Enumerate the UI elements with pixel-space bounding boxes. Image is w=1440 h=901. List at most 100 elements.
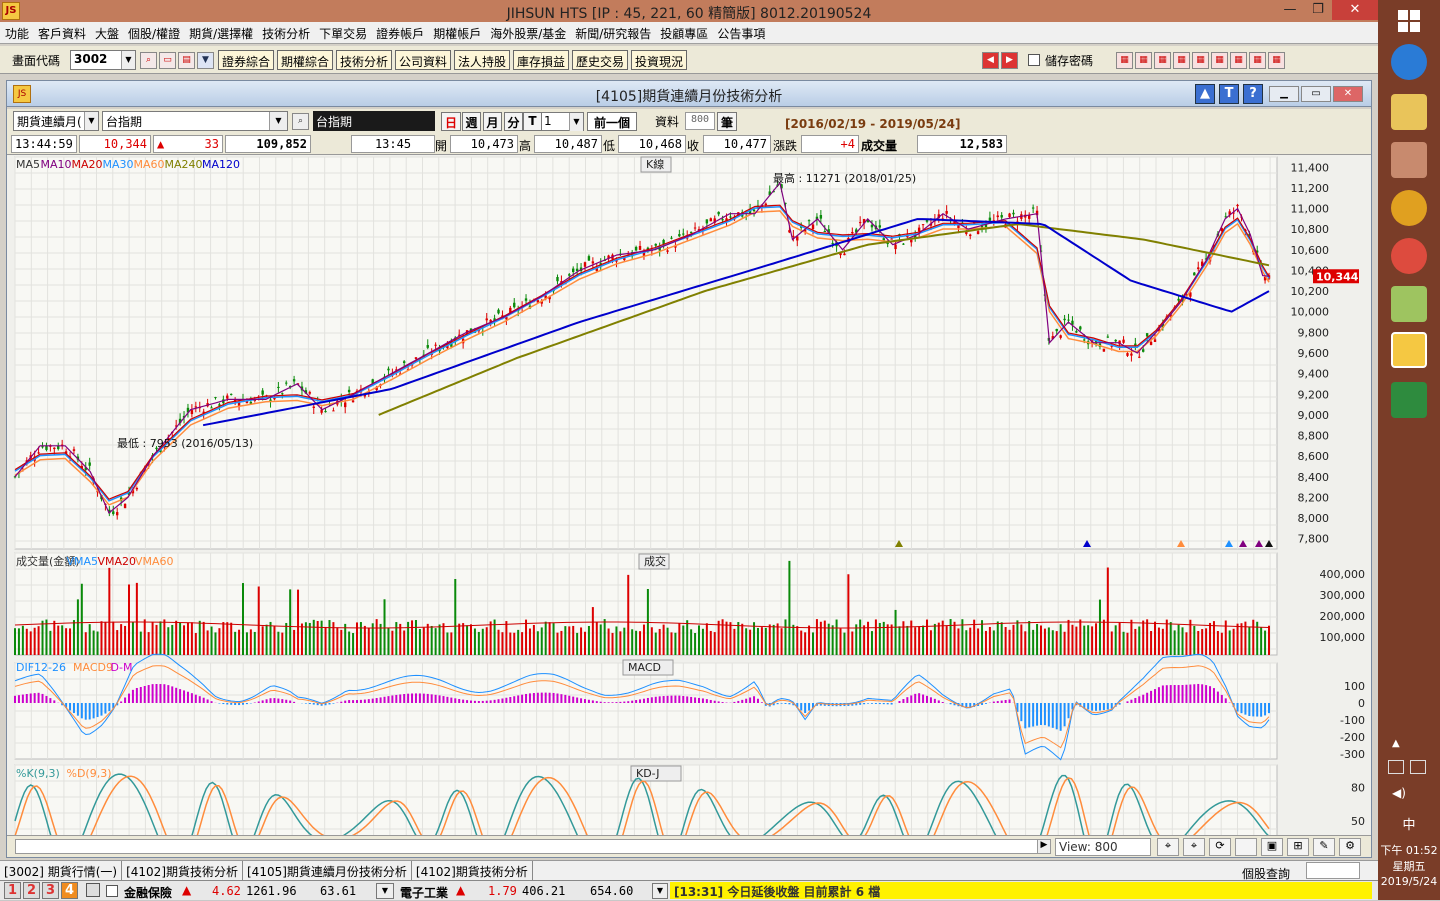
save-password-checkbox[interactable] (1028, 54, 1040, 66)
menu-item-8[interactable]: 期權帳戶 (433, 27, 482, 41)
tool-icon-5[interactable]: ▦ (1211, 52, 1228, 69)
menu-item-9[interactable]: 海外股票/基金 (490, 27, 567, 41)
inner-close-button[interactable]: ✕ (1333, 86, 1363, 102)
tool-icon-4[interactable]: ▦ (1192, 52, 1209, 69)
index2-dropdown[interactable]: ▼ (652, 883, 668, 899)
toolbar-button-5[interactable]: 庫存損益 (513, 50, 570, 70)
tool-icon-7[interactable]: ▦ (1249, 52, 1266, 69)
chart-svg[interactable]: 11,40011,20011,00010,80010,60010,40010,2… (7, 155, 1371, 835)
notes-icon[interactable] (1391, 286, 1427, 322)
panel-1[interactable] (14, 552, 1278, 656)
window-tab-1[interactable]: [4102]期貨技術分析 (122, 861, 243, 882)
toolbar-button-7[interactable]: 投資現況 (631, 50, 688, 70)
panel-0[interactable] (14, 156, 1278, 550)
page-button-4[interactable]: 4 (61, 882, 78, 899)
symbol-select[interactable]: 台指期 ▼ (102, 111, 288, 131)
menu-item-11[interactable]: 投顧專區 (660, 27, 709, 41)
toolbar-button-0[interactable]: 證券綜合 (218, 50, 275, 70)
ie-icon[interactable] (1391, 44, 1427, 80)
window-tab-2[interactable]: [4105]期貨連續月份技術分析 (243, 861, 412, 882)
period-button-3[interactable]: 分 (504, 112, 523, 131)
stock-query-input[interactable] (1306, 862, 1360, 879)
nav-tool-icon-6[interactable]: ✎ (1313, 838, 1335, 856)
toolbar-button-1[interactable]: 期權綜合 (277, 50, 334, 70)
period-button-0[interactable]: 日 (441, 112, 461, 131)
nav-tool-icon-1[interactable]: ⌖ (1183, 838, 1205, 856)
status-checkbox[interactable] (106, 885, 118, 897)
menu-item-1[interactable]: 客戶資料 (38, 27, 87, 41)
minimize-button[interactable]: — (1283, 2, 1297, 17)
menu-item-7[interactable]: 證券帳戶 (376, 27, 425, 41)
period-button-2[interactable]: 月 (483, 112, 502, 131)
menu-item-0[interactable]: 功能 (5, 27, 30, 41)
volume-icon[interactable]: ◀) (1392, 786, 1406, 800)
search-icon[interactable]: ⌕ (140, 52, 157, 69)
page-button-1[interactable]: 1 (4, 882, 21, 899)
toolbar-button-4[interactable]: 法人持股 (454, 50, 511, 70)
news-ticker[interactable]: [13:31] 今日延後收盤 目前累計 6 檔 (670, 882, 1372, 899)
inner-minimize-button[interactable]: ▁ (1269, 86, 1299, 102)
toolbar-button-3[interactable]: 公司資料 (395, 50, 452, 70)
tool-icon-8[interactable]: ▦ (1268, 52, 1285, 69)
back-icon[interactable]: ◀ (982, 52, 999, 69)
text-icon[interactable]: T (1219, 84, 1239, 104)
nav-tool-icon-4[interactable]: ▣ (1261, 838, 1283, 856)
tray-mail-icon[interactable] (1388, 760, 1404, 774)
toolbar-button-2[interactable]: 技術分析 (336, 50, 393, 70)
code-input[interactable]: 3002 ▼ (70, 50, 136, 70)
page-button-2[interactable]: 2 (23, 882, 40, 899)
menu-item-10[interactable]: 新聞/研究報告 (575, 27, 652, 41)
move-up-icon[interactable]: ▲ (1195, 84, 1215, 104)
file-explorer-icon[interactable] (1391, 94, 1427, 130)
view-field[interactable]: View: 800 (1055, 838, 1151, 856)
chart-scrollbar[interactable] (15, 839, 1045, 854)
window-tab-0[interactable]: [3002] 期貨行情(一) (0, 861, 123, 882)
data-count-input[interactable]: 800 (685, 112, 715, 130)
menu-item-5[interactable]: 技術分析 (262, 27, 311, 41)
close-button[interactable]: ✕ (1332, 0, 1378, 20)
lock-icon[interactable] (86, 883, 100, 897)
clock-time[interactable]: 下午 01:52 (1380, 844, 1438, 857)
nav-tool-icon-0[interactable]: ⌖ (1157, 838, 1179, 856)
nav-tool-icon-2[interactable]: ⟳ (1209, 838, 1231, 856)
tool-icon-2[interactable]: ▦ (1154, 52, 1171, 69)
tray-network-icon[interactable] (1410, 760, 1426, 774)
chart-area[interactable]: 11,400 11,200 11,000 10,800 10,600 10,400 10,2… (7, 155, 1371, 835)
page-button-3[interactable]: 3 (42, 882, 59, 899)
tray-up-icon[interactable]: ▲ (1392, 738, 1400, 749)
nav-tool-icon-5[interactable]: ⊞ (1287, 838, 1309, 856)
ime-indicator[interactable]: 中 (1402, 818, 1416, 833)
prev-button[interactable]: 前一個 (587, 112, 637, 131)
scroll-right-icon[interactable]: ▶ (1037, 839, 1051, 854)
period-count[interactable]: 1 ▼ (540, 112, 584, 131)
paint-icon[interactable] (1391, 142, 1427, 178)
crown-icon[interactable] (1391, 190, 1427, 226)
forward-icon[interactable]: ▶ (1001, 52, 1018, 69)
jihsun-icon[interactable] (1391, 332, 1427, 368)
nav-tool-icon-7[interactable]: ⚙ (1339, 838, 1361, 856)
menu-item-2[interactable]: 大盤 (95, 27, 120, 41)
chrome-icon[interactable] (1391, 238, 1427, 274)
tool-icon-3[interactable]: ▦ (1173, 52, 1190, 69)
tool-icon-1[interactable]: ▦ (1135, 52, 1152, 69)
menu-item-6[interactable]: 下單交易 (319, 27, 368, 41)
window-icon[interactable]: ▭ (159, 52, 176, 69)
toolbar-button-6[interactable]: 歷史交易 (572, 50, 629, 70)
window-tab-3[interactable]: [4102]期貨技術分析 (412, 861, 533, 882)
period-button-1[interactable]: 週 (462, 112, 481, 131)
dropdown-icon[interactable]: ▼ (197, 52, 214, 69)
print-icon[interactable]: ▤ (178, 52, 195, 69)
period-button-4[interactable]: T (523, 112, 542, 131)
tool-icon-0[interactable]: ▦ (1116, 52, 1133, 69)
help-icon[interactable]: ? (1243, 84, 1263, 104)
windows-start-icon[interactable] (1391, 0, 1427, 36)
index1-dropdown[interactable]: ▼ (376, 883, 394, 899)
inner-maximize-button[interactable]: ▭ (1301, 86, 1331, 102)
symbol-search-icon[interactable]: ⌕ (292, 113, 309, 130)
menu-item-4[interactable]: 期貨/選擇權 (189, 27, 254, 41)
menu-item-12[interactable]: 公告事項 (717, 27, 766, 41)
menu-item-3[interactable]: 個股/權證 (128, 27, 181, 41)
series-select[interactable]: 期貨連續月(▼ (13, 111, 99, 131)
tool-icon-6[interactable]: ▦ (1230, 52, 1247, 69)
nav-tool-icon-3[interactable] (1235, 838, 1257, 856)
